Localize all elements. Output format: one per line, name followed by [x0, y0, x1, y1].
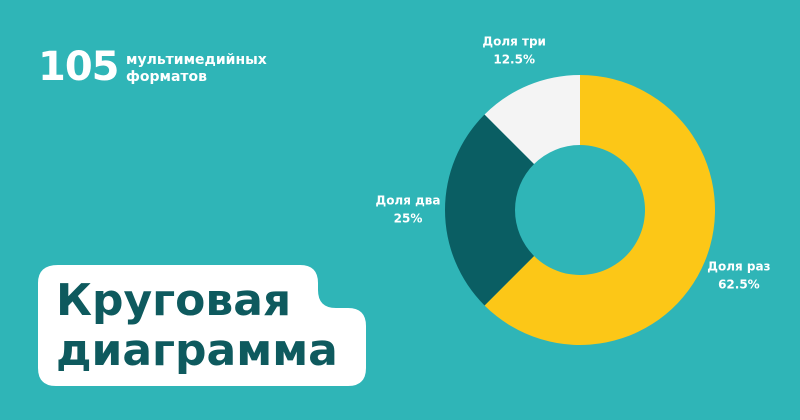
donut-slice — [484, 75, 716, 346]
donut-slice — [445, 114, 535, 306]
donut-slice — [484, 75, 580, 165]
badge-caption: мультимедийных форматов — [126, 52, 267, 85]
slice-label: Доля два — [376, 194, 441, 208]
title-box — [38, 265, 366, 386]
slice-value: 62.5% — [718, 277, 760, 291]
slice-label: Доля раз — [707, 259, 770, 273]
slice-label: Доля три — [482, 35, 546, 49]
chart-title: Круговая диаграмма — [56, 275, 338, 376]
badge-number: 105 — [38, 44, 119, 90]
slice-value: 12.5% — [493, 53, 535, 67]
slice-value: 25% — [394, 212, 423, 226]
